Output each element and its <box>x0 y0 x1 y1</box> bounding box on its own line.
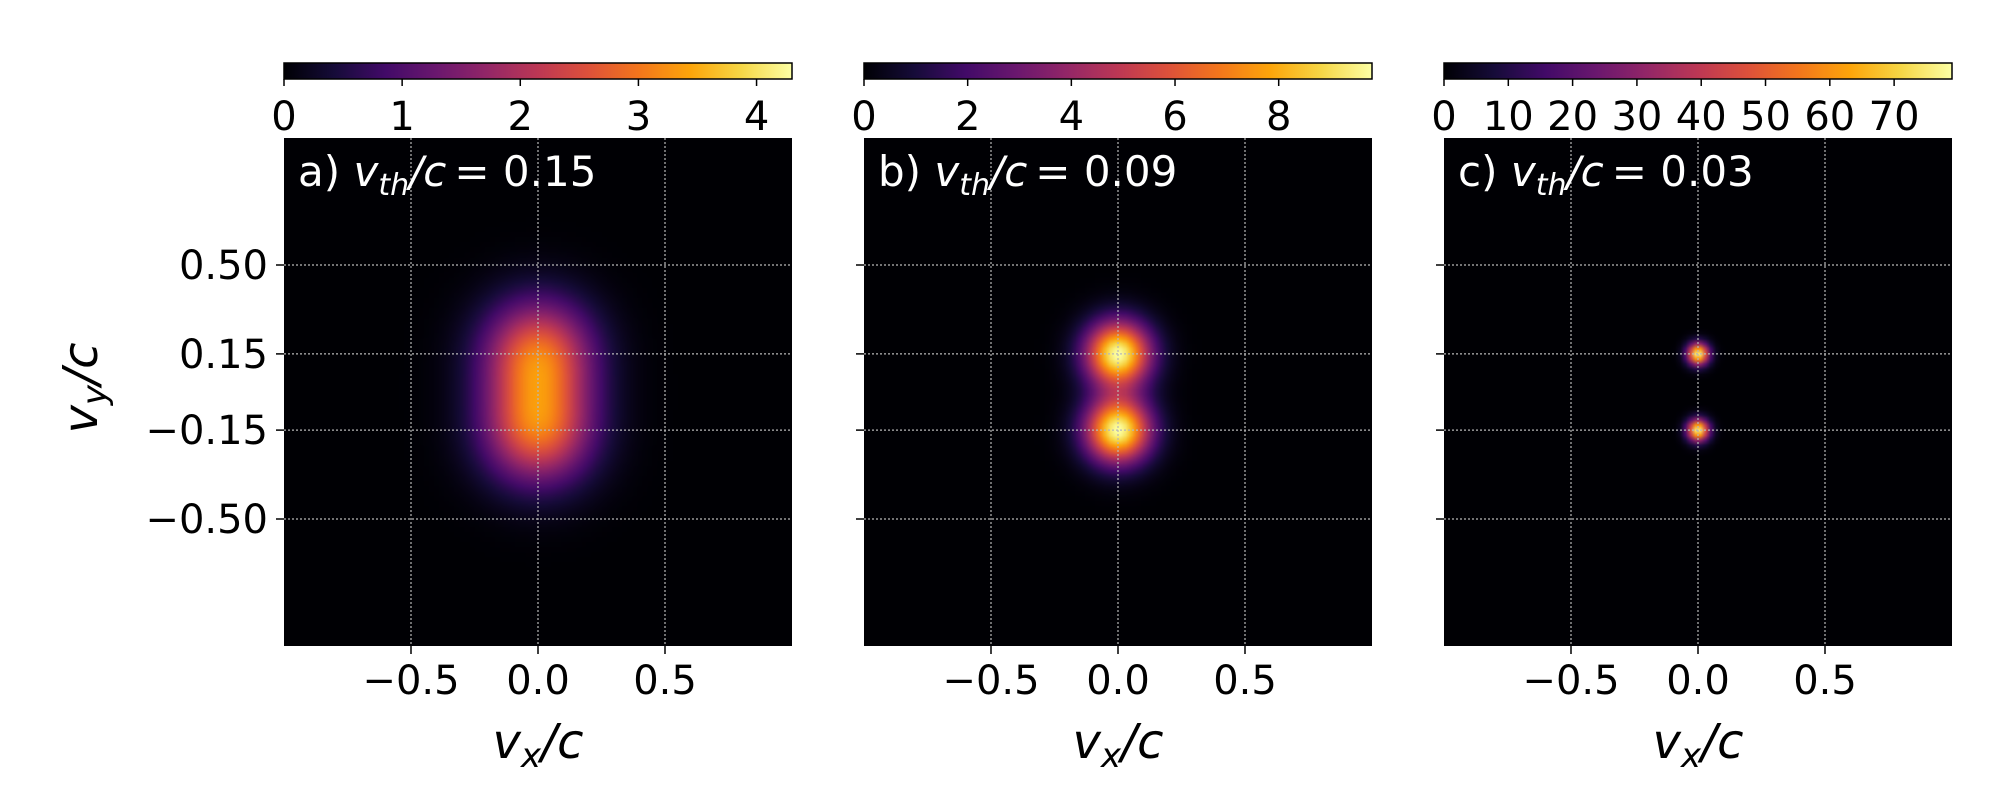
colorbar-tick-label: 20 <box>1547 94 1598 140</box>
x-tick-label: −0.5 <box>362 658 459 704</box>
y-tick-label: −0.50 <box>145 497 268 543</box>
colorbar-tick-label: 40 <box>1676 94 1727 140</box>
y-tick-label: −0.15 <box>145 408 268 454</box>
colorbar-tick-label: 0 <box>271 94 296 140</box>
colorbar-tick-label: 0 <box>1431 94 1456 140</box>
x-tick-label: 0.0 <box>1086 658 1150 704</box>
colorbar-tick-label: 4 <box>1059 94 1084 140</box>
colorbar-tick-label: 1 <box>389 94 414 140</box>
panel-c: −0.5 0.0 0.5 vx/c c) vth/c = 0.030 10 20 30 40 50 6… <box>1431 62 1953 776</box>
colorbar-tick-label: 3 <box>626 94 651 140</box>
x-tick-label: −0.5 <box>942 658 1039 704</box>
panel-annotation: a) vth/c = 0.15 <box>298 147 596 203</box>
x-axis-label: vx/c <box>1652 714 1743 776</box>
panel-annotation: c) vth/c = 0.03 <box>1458 147 1754 203</box>
colorbar-tick-label: 10 <box>1483 94 1534 140</box>
colorbar-tick-label: 8 <box>1266 94 1291 140</box>
panel-annotation: b) vth/c = 0.09 <box>878 147 1177 203</box>
x-tick-label: 0.5 <box>1793 658 1857 704</box>
colorbar <box>283 62 793 80</box>
colorbar-tick-label: 50 <box>1740 94 1791 140</box>
y-tick-label: 0.50 <box>179 243 268 289</box>
colorbar-tick-label: 6 <box>1162 94 1187 140</box>
colorbar-tick-label: 2 <box>955 94 980 140</box>
panel-a: −0.5 0.0 0.5 0.50 0.15 −0.15 −0.50 vx/c vy/c a) v… <box>53 62 793 776</box>
x-axis-label: vx/c <box>492 714 583 776</box>
panel-b: −0.5 0.0 0.5 vx/c b) vth/c = 0.090 2 4 6 8 <box>851 62 1373 776</box>
y-tick-label: 0.15 <box>179 332 268 378</box>
colorbar <box>863 62 1373 80</box>
y-axis-label: vy/c <box>53 342 115 433</box>
x-tick-label: 0.5 <box>1213 658 1277 704</box>
colorbar <box>1443 62 1953 80</box>
colorbar-tick-label: 60 <box>1804 94 1855 140</box>
colorbar-tick-label: 30 <box>1611 94 1662 140</box>
x-tick-label: −0.5 <box>1522 658 1619 704</box>
x-tick-label: 0.0 <box>1666 658 1730 704</box>
colorbar-tick-label: 70 <box>1869 94 1920 140</box>
x-axis-label: vx/c <box>1072 714 1163 776</box>
colorbar-tick-label: 2 <box>508 94 533 140</box>
x-tick-label: 0.0 <box>506 658 570 704</box>
colorbar-tick-label: 4 <box>744 94 769 140</box>
x-tick-label: 0.5 <box>633 658 697 704</box>
colorbar-tick-label: 0 <box>851 94 876 140</box>
